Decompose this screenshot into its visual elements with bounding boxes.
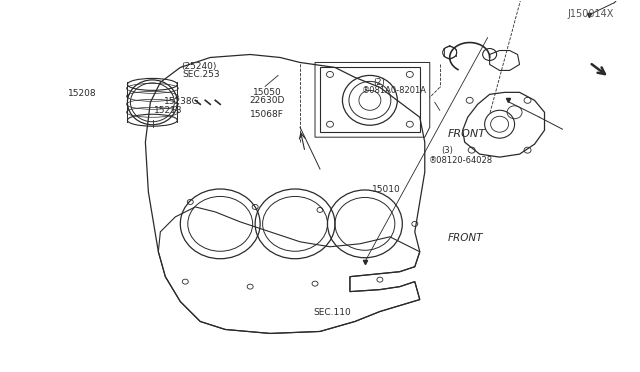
Text: SEC.110: SEC.110 (314, 308, 351, 317)
Text: ®08120-64028: ®08120-64028 (429, 155, 493, 164)
Text: (25240): (25240) (180, 62, 216, 71)
Text: 15050: 15050 (253, 88, 282, 97)
Text: (3): (3) (442, 146, 453, 155)
Text: 22630D: 22630D (250, 96, 285, 105)
Text: 15238G: 15238G (164, 97, 199, 106)
Text: J150014X: J150014X (568, 9, 614, 19)
Text: 15010: 15010 (372, 185, 401, 194)
Text: SEC.253: SEC.253 (182, 70, 220, 79)
Text: ®081A0-8201A: ®081A0-8201A (362, 86, 426, 95)
Text: FRONT: FRONT (448, 129, 486, 139)
Text: 15213: 15213 (154, 106, 182, 115)
Text: 15208: 15208 (68, 89, 97, 98)
Text: 15068F: 15068F (250, 110, 284, 119)
Text: FRONT: FRONT (448, 233, 483, 243)
Text: (2): (2) (373, 78, 385, 87)
